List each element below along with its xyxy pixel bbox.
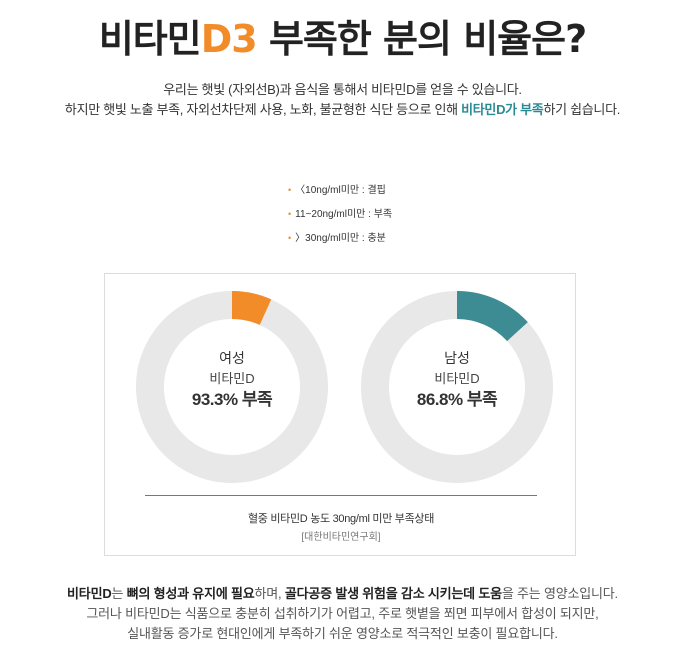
donut-ring-female — [136, 291, 328, 483]
bottom-line-1: 비타민D는 뼈의 형성과 유지에 필요하며, 골다공증 발생 위험을 감소 시키… — [0, 584, 685, 604]
donut-value-label: 93.3% 부족 — [191, 390, 273, 409]
intro-line-2-suffix: 하기 쉽습니다. — [543, 102, 621, 117]
bottom-line-2: 그러나 비타민D는 식품으로 충분히 섭취하기가 어렵고, 주로 햇볕을 쬐면 … — [86, 606, 599, 621]
title-part2: 부족한 분의 비율은? — [256, 17, 587, 61]
page-title: 비타민D3 부족한 분의 비율은? — [0, 14, 685, 64]
bottom-bold-2: 뼈의 형성과 유지에 필요 — [126, 586, 255, 601]
donut-subject-label: 비타민D — [209, 371, 255, 386]
bottom-text-3: 을 주는 영양소입니다. — [501, 586, 618, 601]
donut-value-label: 86.8% 부족 — [416, 390, 498, 409]
legend-text: 〈10ng/ml미만 : 결핍 — [295, 185, 386, 196]
legend: • 〈10ng/ml미만 : 결핍 • 11~20ng/ml미만 : 부족 • 〉30… — [288, 182, 392, 254]
bottom-text-1: 는 — [111, 586, 127, 601]
bottom-text: 비타민D는 뼈의 형성과 유지에 필요하며, 골다공증 발생 위험을 감소 시키… — [0, 584, 685, 644]
donut-group-label: 여성 — [219, 350, 245, 366]
divider — [145, 495, 537, 496]
donut-slice-male — [457, 291, 528, 342]
bottom-line-3: 실내활동 증가로 현대인에게 부족하기 쉬운 영양소로 적극적인 보충이 필요합… — [127, 626, 558, 641]
legend-text: 11~20ng/ml미만 : 부족 — [295, 209, 393, 220]
chart-source: [대한비타민연구회] — [301, 532, 381, 543]
bullet-icon: • — [288, 233, 292, 243]
donut-label-male: 남성 비타민D 86.8% 부족 — [387, 347, 527, 411]
chart-note: 혈중 비타민D 농도 30ng/ml 미만 부족상태 — [247, 513, 435, 525]
title-accent: D3 — [200, 17, 258, 61]
bottom-bold-3: 골다공증 발생 위험을 감소 시키는데 도움 — [284, 586, 502, 601]
donut-charts — [136, 291, 553, 483]
intro-line-1: 우리는 햇빛 (자외선B)과 음식을 통해서 비타민D를 얻을 수 있습니다. — [163, 82, 522, 97]
intro-line-2: 하지만 햇빛 노출 부족, 자외선차단제 사용, 노화, 불균형한 식단 등으로… — [0, 100, 685, 120]
legend-item: • 〉30ng/ml미만 : 충분 — [288, 230, 392, 254]
title-part1: 비타민 — [98, 17, 202, 61]
bottom-text-2: 하며, — [254, 586, 285, 601]
intro-text: 우리는 햇빛 (자외선B)과 음식을 통해서 비타민D를 얻을 수 있습니다. … — [0, 80, 685, 120]
donut-label-female: 여성 비타민D 93.3% 부족 — [162, 347, 302, 411]
chart-panel: 여성 비타민D 93.3% 부족 남성 비타민D 86.8% 부족 혈중 비타민… — [104, 273, 576, 556]
donut-group-label: 남성 — [444, 350, 470, 366]
intro-line-2-prefix: 하지만 햇빛 노출 부족, 자외선차단제 사용, 노화, 불균형한 식단 등으로… — [64, 102, 462, 117]
bullet-icon: • — [288, 185, 292, 195]
donut-subject-label: 비타민D — [434, 371, 480, 386]
bottom-bold-1: 비타민D — [67, 586, 112, 601]
bullet-icon: • — [288, 209, 292, 219]
intro-highlight: 비타민D가 부족 — [461, 102, 544, 117]
donut-slice-female — [232, 291, 272, 325]
legend-item: • 〈10ng/ml미만 : 결핍 — [288, 182, 392, 206]
legend-text: 〉30ng/ml미만 : 충분 — [295, 233, 386, 244]
legend-item: • 11~20ng/ml미만 : 부족 — [288, 206, 392, 230]
donut-ring-male — [361, 291, 553, 483]
